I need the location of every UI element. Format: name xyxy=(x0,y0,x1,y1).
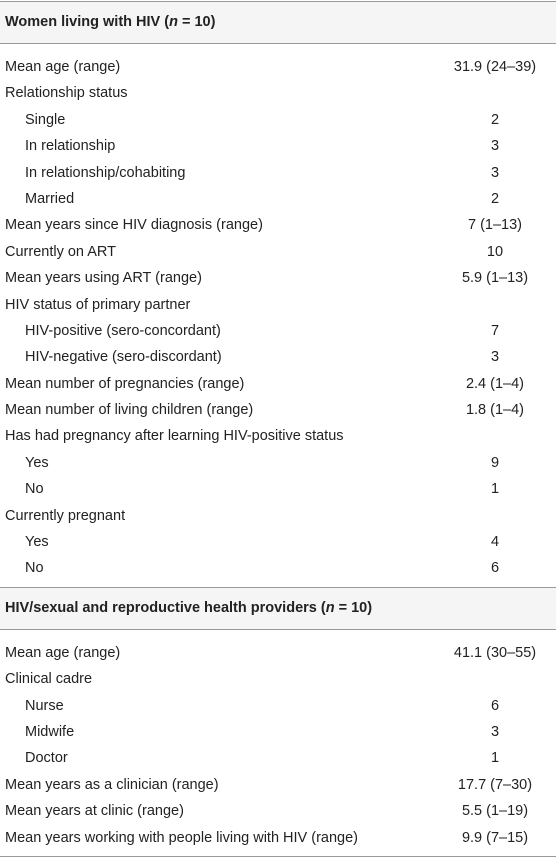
row-value: 3 xyxy=(490,164,500,181)
row-label: Mean years working with people living wi… xyxy=(5,829,358,846)
sub-row: Married 2 xyxy=(0,186,556,212)
row-label: No xyxy=(25,560,44,577)
row-value: 6 xyxy=(490,697,500,714)
row: Mean number of living children (range) 1.… xyxy=(0,397,556,423)
sub-row: No 6 xyxy=(0,555,556,581)
row-label: Mean age (range) xyxy=(5,59,121,75)
row-value: 5.9 (1–13) xyxy=(461,270,529,287)
sub-row: Yes 9 xyxy=(0,450,556,476)
row: Mean age (range) 41.1 (30–55) xyxy=(0,640,556,666)
row-value: 6 xyxy=(490,560,500,577)
sub-row: In relationship 3 xyxy=(0,133,556,159)
sub-row: HIV-positive (sero-concordant) 7 xyxy=(0,318,556,344)
row: Mean years since HIV diagnosis (range) 7 … xyxy=(0,212,556,238)
row-label: Nurse xyxy=(25,697,64,714)
sub-row: Yes 4 xyxy=(0,529,556,555)
row-value: 1 xyxy=(490,750,500,767)
row-label: Mean age (range) xyxy=(5,644,121,661)
row-label: Mean years as a clinician (range) xyxy=(5,776,219,793)
row: Mean years working with people living wi… xyxy=(0,825,556,851)
row-value: 2 xyxy=(490,190,500,207)
row-label: Has had pregnancy after learning HIV-pos… xyxy=(5,428,344,445)
row: Relationship status xyxy=(0,80,556,106)
row: Currently on ART 10 xyxy=(0,239,556,265)
row-value: 31.9 (24–39) xyxy=(453,59,537,75)
row-value: 3 xyxy=(490,138,500,155)
row-value: 7 (1–13) xyxy=(467,217,522,234)
row-value: 1 xyxy=(490,481,500,498)
row-label: Married xyxy=(25,190,75,207)
row: HIV status of primary partner xyxy=(0,292,556,318)
row-value: 17.7 (7–30) xyxy=(457,776,533,793)
row-value: 1.8 (1–4) xyxy=(465,402,525,419)
row-label: Relationship status xyxy=(5,85,128,102)
section-header: Women living with HIV (n = 10) xyxy=(0,1,556,44)
row: Mean years as a clinician (range) 17.7 (7… xyxy=(0,772,556,798)
row-label: HIV status of primary partner xyxy=(5,296,191,313)
row-label: HIV-positive (sero-concordant) xyxy=(25,322,221,339)
header-italic: n xyxy=(325,599,335,616)
row: Mean years using ART (range) 5.9 (1–13) xyxy=(0,265,556,291)
row-label: Mean number of pregnancies (range) xyxy=(5,375,245,392)
sub-row: HIV-negative (sero-discordant) 3 xyxy=(0,344,556,370)
header-italic: n xyxy=(169,14,178,30)
sub-row: Single 2 xyxy=(0,107,556,133)
row-label: Currently pregnant xyxy=(5,507,126,524)
row-label: Single xyxy=(25,111,66,128)
row-value: 3 xyxy=(490,349,500,366)
row-value: 9.9 (7–15) xyxy=(461,829,529,846)
row-label: Mean number of living children (range) xyxy=(5,402,254,419)
sub-row: In relationship/cohabiting 3 xyxy=(0,160,556,186)
row-label: Yes xyxy=(25,534,49,551)
row: Currently pregnant xyxy=(0,503,556,529)
row-value: 7 xyxy=(490,322,500,339)
row-value: 9 xyxy=(490,454,500,471)
row-value: 2 xyxy=(490,111,500,128)
sub-row: Midwife 3 xyxy=(0,719,556,745)
row-value: 4 xyxy=(490,534,500,551)
row-label: In relationship xyxy=(25,138,116,155)
section-header: HIV/sexual and reproductive health provi… xyxy=(0,586,556,630)
header-text: HIV/sexual and reproductive health provi… xyxy=(5,599,326,616)
row-label: Mean years using ART (range) xyxy=(5,270,202,287)
row: Mean years at clinic (range) 5.5 (1–19) xyxy=(0,798,556,824)
header-text: Women living with HIV ( xyxy=(5,14,170,30)
section-body: Mean age (range) 31.9 (24–39) Relationship… xyxy=(0,44,556,587)
row-label: Clinical cadre xyxy=(5,671,93,688)
row: Mean number of pregnancies (range) 2.4 (1… xyxy=(0,371,556,397)
row-label: Yes xyxy=(25,454,49,471)
row-label: Currently on ART xyxy=(5,243,116,260)
row-label: No xyxy=(25,481,44,498)
row-value: 10 xyxy=(486,243,504,260)
row: Clinical cadre xyxy=(0,666,556,692)
row-value: 5.5 (1–19) xyxy=(461,803,529,820)
row-value: 3 xyxy=(490,723,500,740)
row: Has had pregnancy after learning HIV-pos… xyxy=(0,423,556,449)
row-label: Midwife xyxy=(25,723,75,740)
row-label: Mean years since HIV diagnosis (range) xyxy=(5,217,263,234)
sub-row: Doctor 1 xyxy=(0,745,556,771)
row-value: 41.1 (30–55) xyxy=(453,644,537,661)
row-label: Mean years at clinic (range) xyxy=(5,803,184,820)
row-label: Doctor xyxy=(25,750,68,767)
row: Mean age (range) 31.9 (24–39) xyxy=(0,54,556,80)
header-text: = 10) xyxy=(177,14,216,30)
row-value: 2.4 (1–4) xyxy=(465,375,525,392)
header-text: = 10) xyxy=(334,599,373,616)
section-body: Mean age (range) 41.1 (30–55) Clinical cad… xyxy=(0,630,556,856)
sub-row: No 1 xyxy=(0,476,556,502)
row-label: In relationship/cohabiting xyxy=(25,164,186,181)
row-label: HIV-negative (sero-discordant) xyxy=(25,349,222,366)
sub-row: Nurse 6 xyxy=(0,693,556,719)
